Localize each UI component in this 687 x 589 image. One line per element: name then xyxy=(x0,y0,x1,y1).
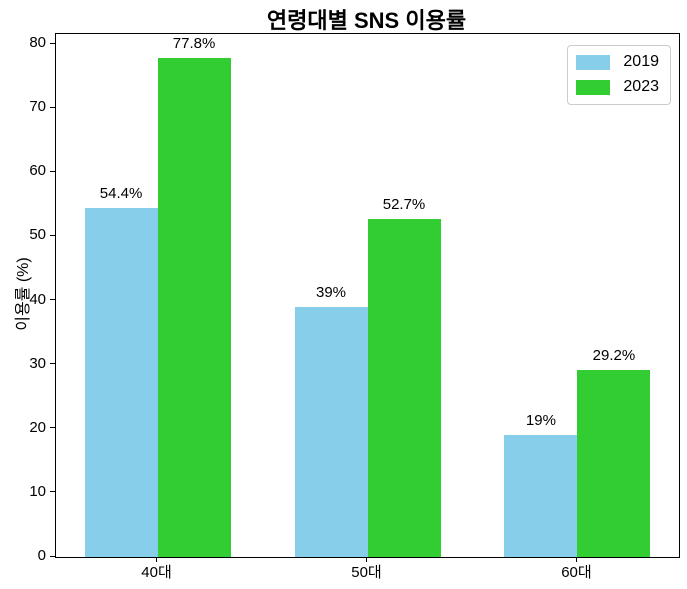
bar-2019-40대 xyxy=(84,208,158,557)
y-tick-mark xyxy=(50,170,55,172)
bar-2019-60대 xyxy=(504,435,578,557)
legend-swatch-2019-icon xyxy=(576,54,611,70)
bar-value-label-2023-60대: 29.2% xyxy=(592,346,636,364)
bar-value-label-2023-50대: 52.7% xyxy=(382,196,426,214)
bar-2023-60대 xyxy=(577,369,651,557)
chart-title: 연령대별 SNS 이용률 xyxy=(266,8,467,33)
x-tick-label: 40대 xyxy=(141,564,172,581)
y-tick-mark xyxy=(50,106,55,108)
legend: 2019 2023 xyxy=(567,45,671,105)
bar-2019-50대 xyxy=(294,306,368,557)
y-tick-label: 0 xyxy=(37,547,46,564)
y-tick-mark xyxy=(50,555,55,557)
x-tick-mark xyxy=(575,557,577,562)
legend-label-2019: 2019 xyxy=(623,53,659,70)
y-tick-label: 70 xyxy=(29,98,46,116)
y-tick-label: 30 xyxy=(29,354,46,372)
y-tick-mark xyxy=(50,234,55,236)
y-tick-mark xyxy=(50,299,55,300)
legend-item-2023: 2023 xyxy=(576,79,659,95)
bar-value-label-2019-60대: 19% xyxy=(525,412,556,430)
y-tick-mark xyxy=(50,42,55,44)
bar-2023-50대 xyxy=(367,219,441,557)
bar-value-label-2019-40대: 54.4% xyxy=(99,185,143,203)
y-tick-label: 50 xyxy=(29,226,46,244)
legend-label-2023: 2023 xyxy=(623,78,659,95)
x-tick-label: 50대 xyxy=(351,564,382,581)
y-tick-label: 60 xyxy=(29,162,46,180)
legend-swatch-2023-icon xyxy=(576,79,611,95)
x-tick-mark xyxy=(156,557,158,562)
bar-2023-40대 xyxy=(157,58,231,557)
y-tick-label: 80 xyxy=(29,34,46,51)
plot-area: 2019 2023 54.4% 39% 19% 77.8% 52.7% 29.2% xyxy=(55,33,680,558)
y-tick-mark xyxy=(50,491,55,493)
legend-item-2019: 2019 xyxy=(576,54,659,70)
x-tick-mark xyxy=(366,557,367,562)
y-tick-label: 40 xyxy=(29,290,46,308)
bar-value-label-2019-50대: 39% xyxy=(315,283,347,301)
y-tick-label: 10 xyxy=(29,482,46,500)
y-tick-mark xyxy=(50,363,55,365)
y-tick-mark xyxy=(50,427,55,429)
x-tick-label: 60대 xyxy=(561,564,592,581)
y-tick-label: 20 xyxy=(29,418,46,436)
bar-value-label-2023-40대: 77.8% xyxy=(172,35,216,53)
